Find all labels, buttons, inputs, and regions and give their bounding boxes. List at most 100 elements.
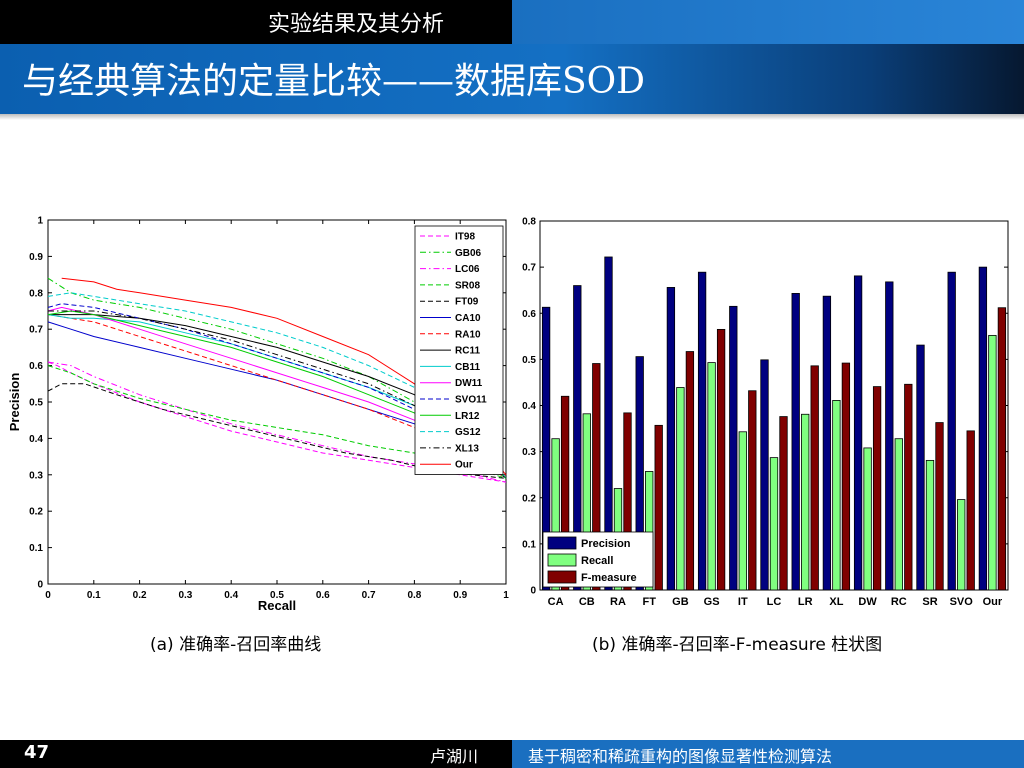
pr-legend-label: LR12 — [455, 411, 480, 422]
pr-legend-label: LC06 — [455, 264, 480, 275]
bar-category-label: RC — [891, 596, 907, 608]
bar-y-tick-label: 0.1 — [522, 539, 536, 550]
bar-legend-label: Recall — [581, 555, 613, 567]
section-title: 实验结果及其分析 — [268, 12, 445, 37]
bar-category-label: LR — [798, 596, 813, 608]
pr-line-ft09 — [47, 383, 507, 479]
bar-y-tick-label: 0.3 — [522, 447, 536, 458]
bar-recall-it — [738, 431, 747, 591]
bar-recall-sr — [925, 459, 935, 591]
bar-f-measure-xl — [841, 362, 851, 591]
pr-x-axis-label: Recall — [258, 598, 296, 613]
bar-category-label: DW — [858, 596, 877, 608]
bar-f-measure-sr — [935, 422, 944, 591]
pr-legend-label: IT98 — [455, 232, 475, 243]
pr-legend-label: CA10 — [455, 313, 481, 324]
bar-recall-lr — [801, 413, 810, 591]
bar-f-measure-our — [997, 307, 1007, 591]
pr-legend-label: GB06 — [455, 248, 482, 259]
author-name: 卢湖川 — [430, 747, 479, 766]
bar-category-label: SVO — [950, 596, 974, 608]
pr-legend-label: DW11 — [455, 378, 483, 389]
bar-series-bars — [541, 256, 1007, 591]
pr-y-tick-label: 0.4 — [29, 434, 43, 445]
bar-f-measure-ft — [654, 424, 663, 591]
pr-x-tick-label: 0.9 — [453, 590, 467, 601]
pr-y-tick-label: 0.8 — [29, 288, 43, 299]
pr-x-tick-label: 0.1 — [87, 590, 101, 601]
prf-bar-chart: 0 0.1 0.2 0.3 0.4 0.5 0.6 0.7 0.8 CA CB RA FT GB GS IT L… — [510, 212, 1015, 612]
bar-category-label: GB — [672, 596, 689, 608]
bar-f-measure-dw — [872, 386, 882, 591]
title-band — [0, 44, 1024, 114]
pr-legend-label: FT09 — [455, 297, 479, 308]
bar-category-label: CA — [548, 596, 564, 608]
pr-line-gs12 — [47, 292, 507, 479]
bar-category-label: IT — [738, 596, 748, 608]
pr-axis-ticks: 0 0.1 0.2 0.3 0.4 0.5 0.6 0.7 0.8 0.9 1 0 0.1 0.2 0.3 0… — [29, 216, 509, 602]
bar-category-label: GS — [704, 596, 720, 608]
bar-legend-label: F-measure — [581, 572, 637, 584]
bar-precision-svo — [947, 271, 956, 591]
bar-recall-cb — [582, 413, 591, 591]
bar-category-label: RA — [610, 596, 626, 608]
bar-recall-gb — [676, 387, 685, 591]
pr-y-tick-label: 0.9 — [29, 252, 43, 263]
bar-f-measure-gs — [716, 328, 726, 591]
header-accent-bar — [512, 0, 1024, 44]
pr-x-tick-label: 0.7 — [362, 590, 376, 601]
bar-category-label: SR — [922, 596, 937, 608]
bar-precision-dw — [853, 275, 863, 591]
section-tab — [0, 0, 512, 44]
bar-f-measure-it — [748, 390, 757, 591]
bar-precision-ft — [635, 356, 644, 591]
pr-line-lc06 — [47, 361, 507, 483]
footer-title: 基于稠密和稀疏重构的图像显著性检测算法 — [528, 747, 833, 766]
bar-precision-lc — [760, 359, 769, 591]
bar-legend-label: Precision — [581, 538, 631, 550]
pr-curve-chart: 0 0.1 0.2 0.3 0.4 0.5 0.6 0.7 0.8 0.9 1 0 0.1 0.2 0.3 0… — [5, 212, 510, 617]
page-number: 47 — [24, 742, 50, 763]
bar-precision-ca — [541, 306, 551, 591]
bar-recall-xl — [832, 400, 841, 591]
bar-category-label: CB — [579, 596, 595, 608]
bar-y-tick-label: 0.7 — [522, 263, 536, 274]
footer-right-bar — [512, 740, 1024, 768]
pr-x-tick-label: 1 — [503, 590, 509, 601]
bar-y-tick-label: 0 — [530, 586, 536, 597]
bar-recall-lc — [769, 457, 779, 591]
bar-f-measure-svo — [966, 430, 975, 591]
pr-legend-label: CB11 — [455, 362, 480, 373]
bar-legend-swatch — [547, 570, 577, 584]
pr-x-tick-label: 0.5 — [270, 590, 284, 601]
bar-category-label: XL — [829, 596, 843, 608]
bar-y-tick-label: 0.5 — [522, 355, 536, 366]
bar-recall-svo — [957, 499, 966, 591]
bar-precision-rc — [885, 281, 894, 591]
pr-y-tick-label: 0.1 — [29, 543, 43, 554]
pr-x-tick-label: 0.8 — [407, 590, 421, 601]
bar-f-measure-lr — [810, 365, 819, 591]
pr-y-tick-label: 1 — [37, 216, 43, 227]
pr-legend-label: SR08 — [455, 280, 480, 291]
pr-y-tick-label: 0.7 — [29, 325, 43, 336]
bar-legend-swatch — [547, 536, 577, 550]
slide-title: 与经典算法的定量比较——数据库SOD — [22, 61, 646, 102]
bar-recall-rc — [894, 438, 903, 591]
bar-recall-ft — [645, 471, 654, 591]
pr-legend: IT98 GB06 LC06 SR08 FT09 CA10 RA10 RC11 CB11 DW11… — [414, 225, 504, 475]
bar-y-tick-label: 0.8 — [522, 217, 536, 228]
bar-precision-ra — [604, 256, 613, 591]
bar-recall-gs — [707, 362, 716, 591]
bar-legend-swatch — [547, 553, 577, 567]
pr-x-tick-label: 0.2 — [133, 590, 147, 601]
bar-f-measure-lc — [779, 416, 788, 591]
bar-category-label: LC — [767, 596, 782, 608]
bar-precision-xl — [822, 295, 832, 591]
bar-y-tick-label: 0.2 — [522, 493, 536, 504]
footer-left-bar — [0, 740, 512, 768]
bar-recall-dw — [863, 447, 872, 591]
bar-precision-gs — [697, 271, 707, 591]
bar-f-measure-ca — [560, 395, 570, 591]
bar-f-measure-rc — [904, 383, 913, 591]
